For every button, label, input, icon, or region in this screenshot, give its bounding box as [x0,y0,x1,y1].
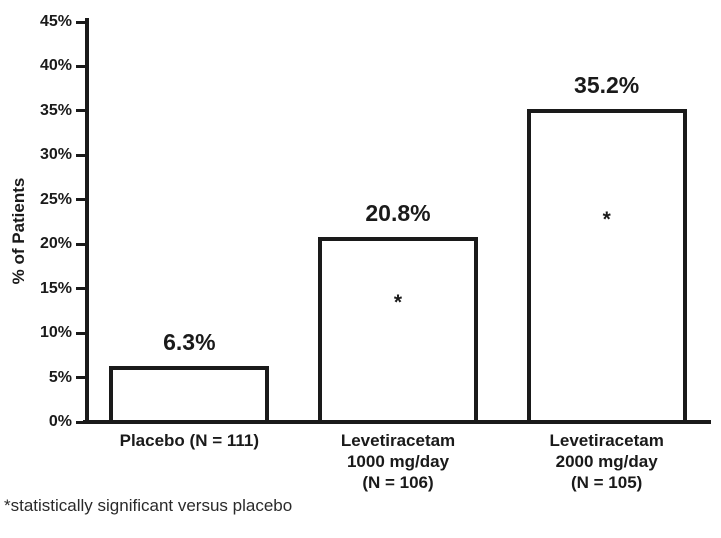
category-label-line: Placebo (N = 111) [79,430,299,451]
significance-asterisk: * [592,209,622,230]
y-tick-label: 30% [2,147,72,163]
bar-value-label: 6.3% [109,328,269,356]
category-label: Levetiracetam2000 mg/day(N = 105) [497,430,717,493]
y-tick-mark [76,65,85,68]
bar-value-label: 20.8% [318,199,478,227]
significance-asterisk: * [383,292,413,313]
bar-chart-figure: % of Patients 0%5%10%15%20%25%30%35%40%4… [0,0,721,538]
y-tick-mark [76,21,85,24]
y-tick-mark [76,332,85,335]
y-tick-label: 25% [2,192,72,208]
y-tick-label: 15% [2,281,72,297]
bar [527,109,687,424]
footnote: *statistically significant versus placeb… [4,496,292,516]
category-label-line: 2000 mg/day [497,451,717,472]
y-tick-label: 10% [2,325,72,341]
bar [109,366,269,424]
y-tick-label: 45% [2,14,72,30]
y-tick-mark [76,421,85,424]
category-label-line: (N = 105) [497,472,717,493]
y-tick-label: 40% [2,58,72,74]
y-tick-mark [76,243,85,246]
y-tick-label: 5% [2,370,72,386]
y-axis-line [85,18,89,424]
y-tick-label: 20% [2,236,72,252]
category-label-line: (N = 106) [288,472,508,493]
y-tick-label: 0% [2,414,72,430]
category-label: Placebo (N = 111) [79,430,299,451]
y-tick-mark [76,198,85,201]
y-tick-mark [76,154,85,157]
y-tick-mark [76,109,85,112]
category-label-line: Levetiracetam [497,430,717,451]
bar-value-label: 35.2% [527,71,687,99]
category-label-line: Levetiracetam [288,430,508,451]
y-tick-mark [76,376,85,379]
y-tick-mark [76,287,85,290]
bar [318,237,478,424]
category-label-line: 1000 mg/day [288,451,508,472]
category-label: Levetiracetam1000 mg/day(N = 106) [288,430,508,493]
y-tick-label: 35% [2,103,72,119]
